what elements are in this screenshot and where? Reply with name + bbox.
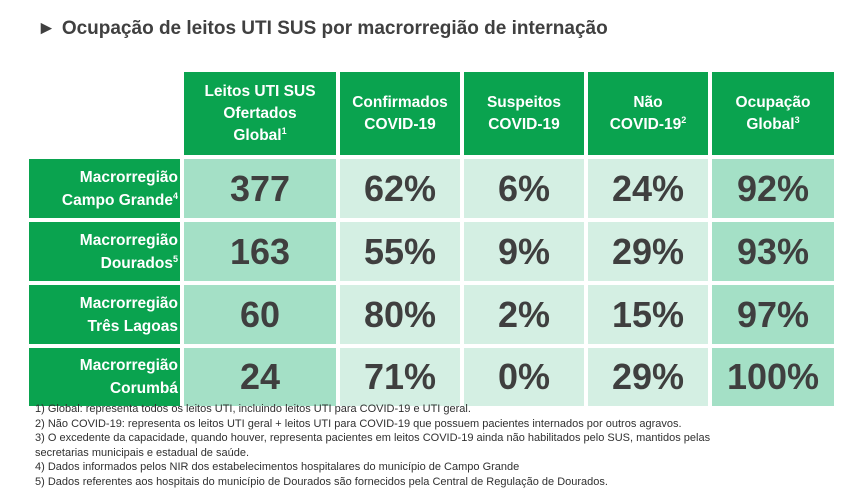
table-cell: 2% — [464, 285, 584, 344]
row-header-text: Corumbá — [109, 380, 178, 397]
footnotes: 1) Global: representa todos os leitos UT… — [35, 402, 825, 490]
footnote: 4) Dados informados pelos NIR dos estabe… — [35, 461, 520, 474]
footnote: 3) O excedente da capacidade, quando hou… — [35, 432, 711, 445]
column-header-text: Suspeitos — [486, 93, 562, 111]
table-cell: 62% — [340, 159, 460, 218]
table-corner — [29, 72, 180, 155]
footnote: 2) Não COVID-19: representa os leitos UT… — [35, 417, 682, 430]
row-header-text: Três Lagoas — [87, 317, 178, 335]
row-header-name: Campo Grande — [61, 191, 173, 209]
footnote-ref: 1 — [281, 125, 287, 136]
table-cell: 55% — [340, 222, 460, 281]
column-header-text: COVID-19 — [364, 115, 436, 133]
column-header-text: Não — [633, 93, 663, 111]
table-cell: 100% — [712, 348, 834, 406]
row-header-tres-lagoas: Macrorregião Três Lagoas — [29, 285, 180, 344]
column-header-text: Ofertados — [223, 104, 297, 122]
column-header-suspeitos: Suspeitos COVID-19 — [464, 72, 584, 155]
occupancy-table: Leitos UTI SUS Ofertados Global1 Confirm… — [29, 72, 834, 406]
row-header-name: Dourados — [100, 254, 173, 272]
page-title-text: Ocupação de leitos UTI SUS por macrorreg… — [61, 18, 608, 39]
row-header-text: Macrorregião — [79, 168, 178, 186]
row-header-text: Campo Grande4 — [62, 189, 178, 212]
page-title: ► Ocupação de leitos UTI SUS por macrorre… — [37, 18, 608, 40]
row-header-corumba: Macrorregião Corumbá — [29, 348, 180, 406]
table-cell: 163 — [184, 222, 336, 281]
column-header-text: Leitos UTI SUS — [204, 82, 316, 100]
table-cell: 29% — [588, 222, 708, 281]
table-cell: 93% — [712, 222, 834, 281]
column-header-text: Confirmados — [352, 93, 448, 111]
table-cell: 60 — [184, 285, 336, 344]
column-header-nao-covid: Não COVID-192 — [588, 72, 708, 155]
column-header-text: Ocupação — [735, 93, 811, 111]
table-cell: 80% — [340, 285, 460, 344]
play-triangle-icon: ► — [37, 18, 56, 39]
table-cell: 24% — [588, 159, 708, 218]
footnote-ref: 2 — [681, 114, 687, 125]
row-header-dourados: Macrorregião Dourados5 — [29, 222, 180, 281]
table-cell: 24 — [184, 348, 336, 406]
table-cell: 29% — [588, 348, 708, 406]
footnote-ref: 3 — [794, 114, 800, 125]
column-header-text: Global — [233, 126, 282, 144]
table-cell: 0% — [464, 348, 584, 406]
column-header-confirmados: Confirmados COVID-19 — [340, 72, 460, 155]
column-header-ocupacao: Ocupação Global3 — [712, 72, 834, 155]
footnote: 5) Dados referentes aos hospitais do mun… — [35, 475, 608, 488]
row-header-text: Macrorregião — [79, 231, 178, 249]
row-header-text: Macrorregião — [79, 357, 178, 374]
table-cell: 97% — [712, 285, 834, 344]
table-cell: 92% — [712, 159, 834, 218]
row-header-campo-grande: Macrorregião Campo Grande4 — [29, 159, 180, 218]
row-header-text: Macrorregião — [79, 294, 178, 312]
table-cell: 71% — [340, 348, 460, 406]
column-header-text: COVID-19 — [488, 115, 560, 133]
footnote: 1) Global: representa todos os leitos UT… — [35, 403, 471, 415]
column-header-leitos: Leitos UTI SUS Ofertados Global1 — [184, 72, 336, 155]
row-header-text: Dourados5 — [101, 252, 178, 275]
footnote-ref: 4 — [172, 190, 178, 201]
table-cell: 9% — [464, 222, 584, 281]
table-cell: 6% — [464, 159, 584, 218]
table-cell: 15% — [588, 285, 708, 344]
footnote-ref: 5 — [172, 253, 178, 264]
column-header-text: COVID-19 — [609, 115, 682, 133]
column-header-text: Global — [746, 115, 795, 133]
table-cell: 377 — [184, 159, 336, 218]
footnote: secretarias municipais e estadual de saú… — [35, 446, 250, 459]
